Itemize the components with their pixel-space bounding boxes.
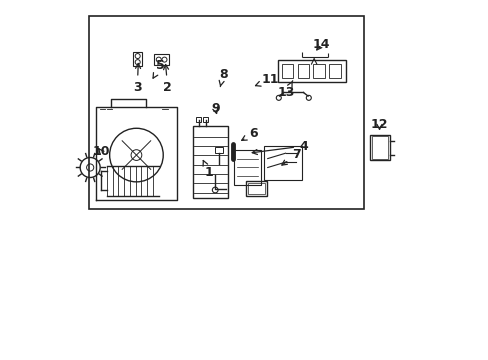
Text: 9: 9 xyxy=(210,102,219,115)
Text: 8: 8 xyxy=(218,68,227,87)
Bar xyxy=(282,64,293,78)
Bar xyxy=(313,64,324,78)
Text: 6: 6 xyxy=(241,127,257,140)
Text: 10: 10 xyxy=(92,145,109,158)
Text: 14: 14 xyxy=(312,38,329,51)
Text: 2: 2 xyxy=(163,64,172,94)
Bar xyxy=(247,183,264,194)
Text: 4: 4 xyxy=(252,140,307,154)
Bar xyxy=(369,135,389,160)
Bar xyxy=(233,150,260,185)
Bar xyxy=(196,117,201,122)
Text: 5: 5 xyxy=(153,59,164,78)
Text: 13: 13 xyxy=(277,81,295,99)
Bar xyxy=(133,52,142,66)
Bar xyxy=(278,60,345,82)
Bar xyxy=(297,64,308,78)
Text: 12: 12 xyxy=(370,118,387,131)
Text: 1: 1 xyxy=(203,161,213,179)
Bar xyxy=(215,148,223,153)
Text: 11: 11 xyxy=(255,73,278,86)
Bar xyxy=(154,54,168,65)
Bar xyxy=(264,146,301,180)
Bar xyxy=(328,64,340,78)
Bar xyxy=(192,126,228,198)
Text: 3: 3 xyxy=(133,63,142,94)
Bar xyxy=(89,16,364,208)
Bar xyxy=(246,181,266,196)
Bar xyxy=(203,117,208,122)
Bar xyxy=(371,136,387,158)
Text: 7: 7 xyxy=(281,148,300,165)
